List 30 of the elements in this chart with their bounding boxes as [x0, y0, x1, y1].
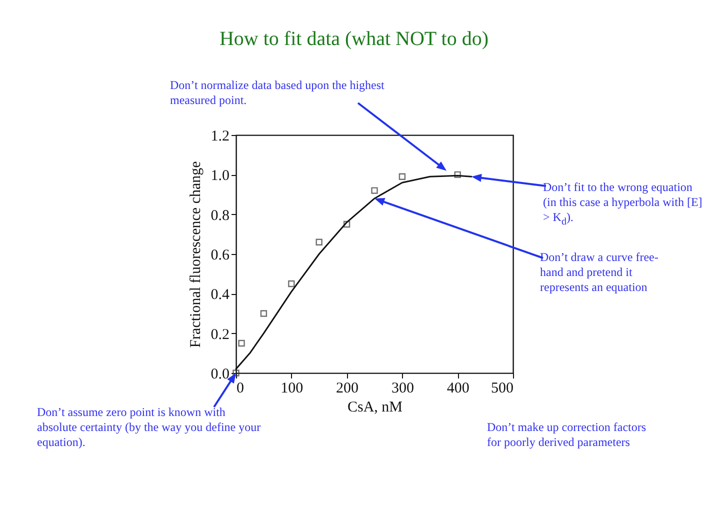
y-tick-label: 0.0	[210, 366, 230, 382]
point	[260, 310, 268, 317]
chart-title: How to fit data (what NOT to do)	[218, 28, 490, 51]
x-axis-title: CsA, nM	[347, 400, 403, 416]
x-tick-label: 400	[446, 380, 470, 396]
point	[343, 220, 350, 228]
text: Don’t make up correction factors for poorly derived parameters	[487, 420, 648, 450]
point	[316, 238, 322, 246]
y-tick-label: 1.0	[210, 168, 230, 184]
y-tick-label: 0.6	[210, 248, 230, 264]
annotation: Don’t normalize data based upon the highest measured point.	[170, 78, 386, 108]
y-axis-title: Fractional fluorescence change	[188, 160, 204, 348]
point	[371, 187, 378, 194]
point	[232, 370, 240, 376]
x-tick-label: 200	[336, 380, 359, 396]
x-tick-label: 0	[236, 380, 244, 396]
y-tick-label: 0.8	[210, 208, 230, 224]
y-tick-label: 0.2	[210, 326, 230, 343]
annotation: Don’t fit to the wrong equation (in this case a hyperbola with [E] > K$_{d}$).	[543, 180, 704, 230]
y-tick-label: 0.4	[210, 287, 230, 304]
y-tick-label: 1.2	[210, 128, 230, 144]
x-tick-label: 300	[391, 380, 414, 396]
x-tick-label: 100	[280, 380, 304, 396]
point	[288, 280, 295, 288]
annotation: Don’t assume zero point is known with absolute certainty (by the way you define your equation).	[37, 405, 262, 450]
point	[238, 340, 245, 347]
point	[454, 171, 461, 178]
point	[398, 173, 406, 180]
x-tick-label: 500	[491, 380, 514, 396]
annotation: Don’t draw a curve free-hand and pretend it represents an equation	[540, 250, 660, 295]
